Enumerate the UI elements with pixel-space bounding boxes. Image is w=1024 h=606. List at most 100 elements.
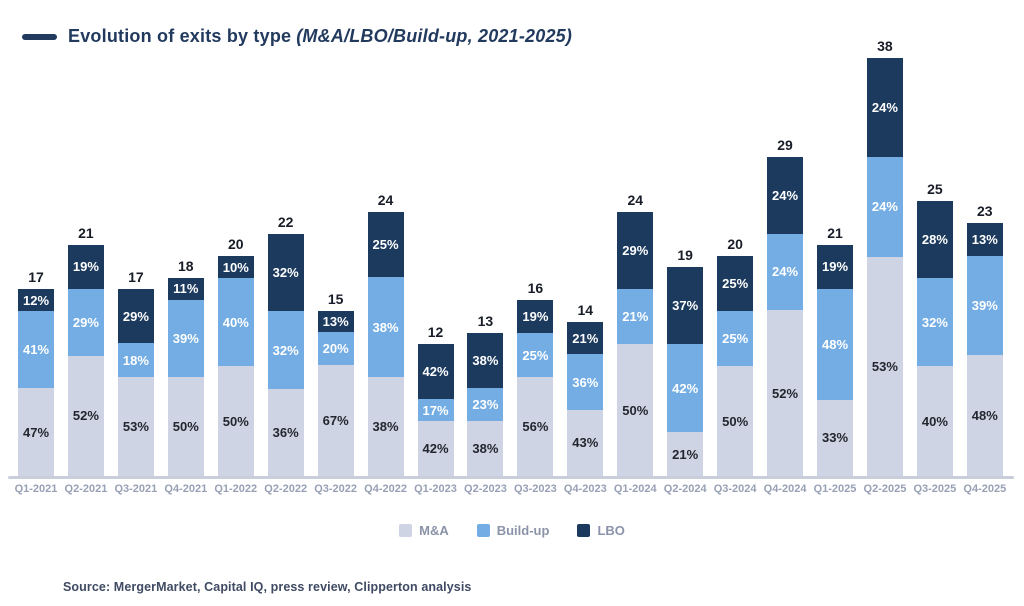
segment-build-up: 25% xyxy=(717,311,754,366)
segment-m-a: 40% xyxy=(916,366,953,476)
segment-lbo: 38% xyxy=(467,333,504,388)
bar-total-label: 15 xyxy=(327,291,344,307)
bar-stack: 10% 40% 50% xyxy=(217,256,254,476)
bar-stack: 25% 38% 38% xyxy=(367,212,404,476)
segment-lbo: 21% xyxy=(567,322,604,355)
segment-build-up: 39% xyxy=(167,299,204,377)
x-axis-label: Q3-2021 xyxy=(114,483,158,495)
legend-swatch-icon xyxy=(577,524,591,537)
bar-total-label: 16 xyxy=(527,280,544,296)
segment-build-up: 23% xyxy=(467,387,504,422)
segment-m-a: 48% xyxy=(966,354,1003,476)
x-axis-label: Q3-2023 xyxy=(513,483,557,495)
segment-m-a: 43% xyxy=(567,409,604,476)
bar-total-label: 38 xyxy=(877,38,893,54)
segment-build-up: 42% xyxy=(667,344,704,433)
x-axis-label: Q1-2023 xyxy=(414,483,457,495)
bar-total-label: 24 xyxy=(377,192,394,208)
x-axis-label: Q4-2025 xyxy=(963,483,1007,495)
x-axis-label: Q1-2021 xyxy=(14,483,58,495)
segment-lbo: 37% xyxy=(667,267,704,345)
segment-build-up: 32% xyxy=(267,311,304,389)
segment-m-a: 38% xyxy=(467,421,504,476)
bar-stack: 29% 18% 53% xyxy=(117,289,154,476)
segment-lbo: 24% xyxy=(767,157,804,234)
x-axis-label: Q2-2025 xyxy=(863,483,907,495)
bar-stack: 13% 20% 67% xyxy=(317,311,354,476)
legend-item-build-up: Build-up xyxy=(476,524,549,537)
x-axis-label: Q1-2024 xyxy=(613,483,657,495)
segment-lbo: 32% xyxy=(267,234,304,312)
bar-total-label: 18 xyxy=(178,258,194,274)
segment-build-up: 29% xyxy=(67,288,104,356)
x-axis-label: Q1-2025 xyxy=(813,483,857,495)
x-axis-label-slot: Q4-2023 xyxy=(564,483,607,497)
x-axis-label-slot: Q4-2022 xyxy=(364,483,407,497)
legend-label: LBO xyxy=(597,523,625,538)
segment-lbo: 28% xyxy=(916,201,953,278)
bar-total-label: 19 xyxy=(677,247,693,263)
x-axis-label-slot: Q3-2024 xyxy=(714,483,757,497)
x-axis-label-slot: Q4-2021 xyxy=(164,483,207,497)
segment-lbo: 13% xyxy=(317,311,354,333)
chart-header: Evolution of exits by type (M&A/LBO/Build… xyxy=(22,26,572,47)
bar-stack: 32% 32% 36% xyxy=(267,234,304,476)
x-axis-label-slot: Q2-2021 xyxy=(65,483,108,497)
bar-stack: 42% 17% 42% xyxy=(417,344,454,476)
bar-stack: 25% 25% 50% xyxy=(717,256,754,476)
bar-total-label: 25 xyxy=(927,181,943,197)
segment-m-a: 52% xyxy=(67,355,104,476)
bar-total-label: 21 xyxy=(827,225,843,241)
bar-column-q1-2024: 24 29% 21% 50% xyxy=(617,193,654,476)
bar-column-q1-2023: 12 42% 17% 42% xyxy=(417,325,454,476)
bar-column-q2-2022: 22 32% 32% 36% xyxy=(267,215,304,476)
bar-total-label: 21 xyxy=(78,225,94,241)
segment-build-up: 18% xyxy=(117,343,154,377)
segment-build-up: 36% xyxy=(567,354,604,410)
segment-lbo: 29% xyxy=(117,289,154,344)
x-axis-label: Q4-2021 xyxy=(164,483,208,495)
x-axis-label-slot: Q3-2022 xyxy=(314,483,357,497)
x-axis-label: Q4-2023 xyxy=(563,483,607,495)
x-axis-label-slot: Q1-2021 xyxy=(15,483,58,497)
x-axis-label-slot: Q1-2022 xyxy=(214,483,257,497)
bar-total-label: 20 xyxy=(227,236,244,252)
segment-lbo: 13% xyxy=(966,223,1003,256)
x-axis-line xyxy=(8,476,1014,479)
bar-stack: 24% 24% 53% xyxy=(866,58,903,476)
chart-title-note: (M&A/LBO/Build-up, 2021-2025) xyxy=(296,26,573,46)
bar-column-q4-2021: 18 11% 39% 50% xyxy=(167,258,204,476)
x-axis-label-slot: Q1-2023 xyxy=(414,483,457,497)
segment-m-a: 47% xyxy=(18,388,54,476)
x-axis-label: Q2-2021 xyxy=(64,483,108,495)
segment-m-a: 50% xyxy=(617,344,654,476)
segment-build-up: 24% xyxy=(866,157,903,257)
chart-legend: M&A Build-up LBO xyxy=(0,524,1024,537)
bar-stack: 12% 41% 47% xyxy=(18,289,54,476)
bar-total-label: 29 xyxy=(777,137,793,153)
bar-column-q2-2021: 21 19% 29% 52% xyxy=(67,225,104,476)
segment-build-up: 20% xyxy=(317,332,354,366)
x-axis-label-slot: Q4-2024 xyxy=(764,483,807,497)
segment-m-a: 38% xyxy=(367,376,404,476)
segment-build-up: 48% xyxy=(817,288,853,400)
bar-stack: 28% 32% 40% xyxy=(916,201,953,476)
x-axis-label-slot: Q2-2025 xyxy=(864,483,907,497)
chart-title-main: Evolution of exits by type xyxy=(68,26,292,46)
bar-stack: 13% 39% 48% xyxy=(966,223,1003,476)
bar-stack: 24% 24% 52% xyxy=(767,157,804,476)
chart-title: Evolution of exits by type (M&A/LBO/Build… xyxy=(68,26,572,47)
x-axis-label-slot: Q1-2024 xyxy=(614,483,657,497)
x-axis-label: Q3-2025 xyxy=(913,483,957,495)
x-axis-label: Q3-2022 xyxy=(314,483,358,495)
legend-label: M&A xyxy=(419,523,449,538)
segment-lbo: 25% xyxy=(717,256,754,311)
plot-area: 17 12% 41% 47% 21 19% 29% 52% 17 29% 18% 53% 18 11% 39… xyxy=(18,39,1003,476)
bar-column-q3-2021: 17 29% 18% 53% xyxy=(117,270,154,476)
bar-column-q1-2022: 20 10% 40% 50% xyxy=(217,236,254,476)
legend-swatch-icon xyxy=(476,524,490,537)
bar-stack: 19% 48% 33% xyxy=(817,245,853,476)
x-axis-label-slot: Q3-2023 xyxy=(514,483,557,497)
bar-column-q2-2023: 13 38% 23% 38% xyxy=(467,314,504,476)
segment-build-up: 32% xyxy=(916,278,953,366)
